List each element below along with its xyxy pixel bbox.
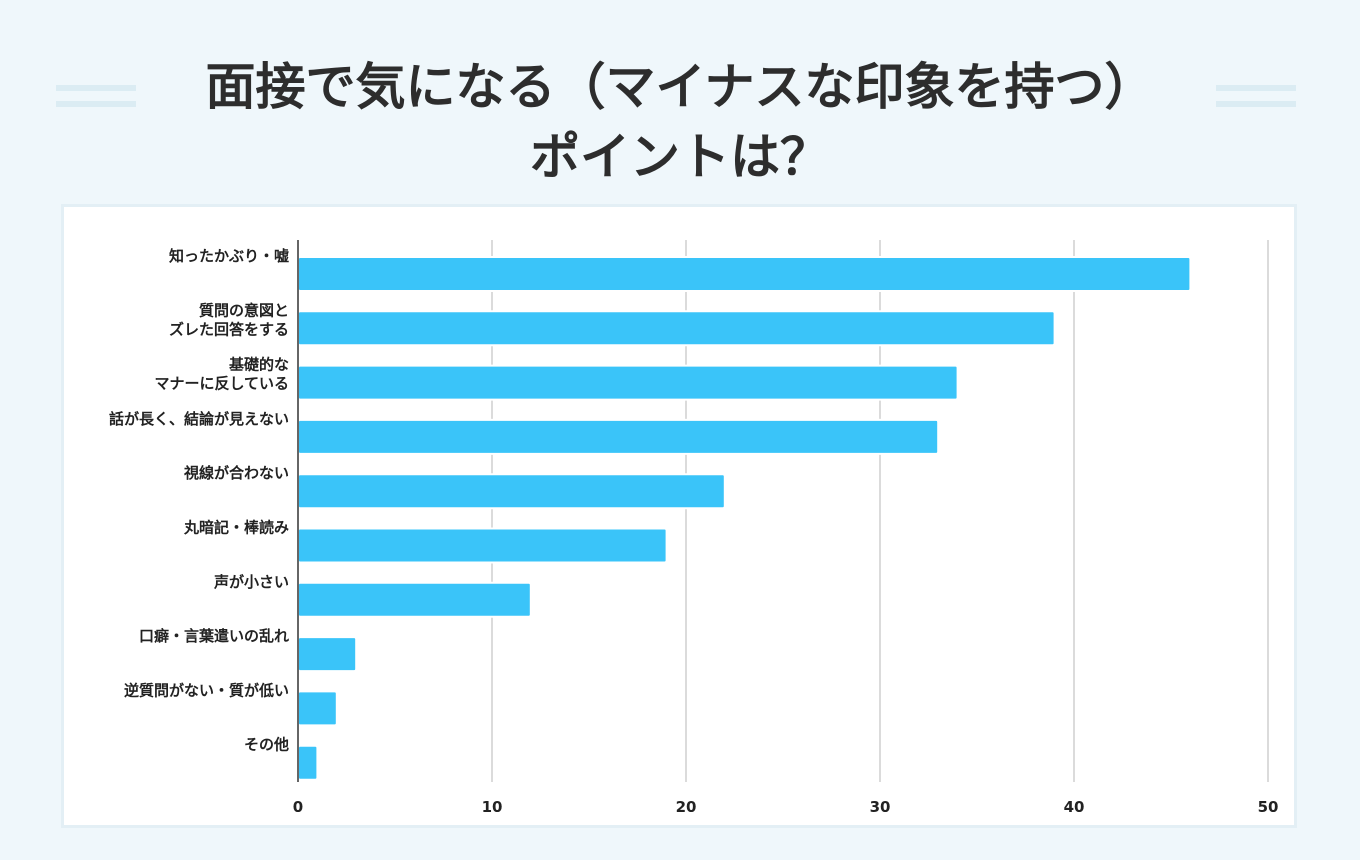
category-label-7: 声が小さい bbox=[213, 573, 289, 591]
x-tick-label-40: 40 bbox=[1064, 798, 1085, 816]
decor-line-right-2 bbox=[1216, 101, 1296, 107]
category-label-3: 基礎的なマナーに反している bbox=[154, 356, 289, 393]
category-label-1-line-1: 知ったかぶり・嘘 bbox=[169, 247, 289, 265]
bar-chart: 知ったかぶり・嘘質問の意図とズレた回答をする基礎的なマナーに反している話が長く、… bbox=[109, 240, 1279, 816]
category-label-4-line-1: 話が長く、結論が見えない bbox=[109, 410, 289, 428]
category-label-2: 質問の意図とズレた回答をする bbox=[169, 301, 289, 338]
bar-10 bbox=[297, 744, 319, 781]
category-label-6-line-1: 丸暗記・棒読み bbox=[183, 519, 289, 537]
bar-9 bbox=[297, 690, 338, 727]
page-title-line-1: 面接で気になる（マイナスな印象を持つ） bbox=[205, 58, 1155, 116]
bar-6 bbox=[297, 527, 668, 564]
category-label-5-line-1: 視線が合わない bbox=[183, 464, 289, 482]
bar-2 bbox=[297, 310, 1056, 347]
category-label-3-line-1: 基礎的な bbox=[228, 356, 289, 374]
x-tick-label-10: 10 bbox=[482, 798, 503, 816]
bar-5 bbox=[297, 473, 726, 510]
bar-3 bbox=[297, 364, 959, 401]
bar-7 bbox=[297, 581, 532, 618]
x-tick-label-50: 50 bbox=[1258, 798, 1279, 816]
page-title-line-2: ポイントは？ bbox=[530, 128, 830, 186]
category-label-2-line-1: 質問の意図と bbox=[199, 301, 289, 319]
category-label-4: 話が長く、結論が見えない bbox=[109, 410, 289, 428]
category-label-9: 逆質問がない・質が低い bbox=[124, 681, 289, 699]
x-tick-label-20: 20 bbox=[676, 798, 697, 816]
decor-line-right-1 bbox=[1216, 85, 1296, 91]
category-label-1: 知ったかぶり・嘘 bbox=[169, 247, 289, 265]
category-label-8: 口癖・言葉遣いの乱れ bbox=[139, 627, 289, 645]
decor-line-left-1 bbox=[56, 85, 136, 91]
bar-1 bbox=[297, 256, 1192, 292]
x-tick-label-0: 0 bbox=[293, 798, 303, 816]
category-label-3-line-2: マナーに反している bbox=[154, 375, 289, 393]
chart-panel: 知ったかぶり・嘘質問の意図とズレた回答をする基礎的なマナーに反している話が長く、… bbox=[61, 204, 1297, 828]
category-label-10-line-1: その他 bbox=[244, 736, 289, 754]
category-label-6: 丸暗記・棒読み bbox=[183, 519, 289, 537]
category-label-2-line-2: ズレた回答をする bbox=[169, 320, 289, 338]
bar-4 bbox=[297, 418, 940, 455]
category-label-10: その他 bbox=[244, 736, 289, 754]
decor-line-left-2 bbox=[56, 101, 136, 107]
category-label-7-line-1: 声が小さい bbox=[213, 573, 289, 591]
category-label-8-line-1: 口癖・言葉遣いの乱れ bbox=[139, 627, 289, 645]
category-label-5: 視線が合わない bbox=[183, 464, 289, 482]
bar-8 bbox=[297, 636, 358, 673]
category-label-9-line-1: 逆質問がない・質が低い bbox=[124, 681, 289, 699]
x-tick-label-30: 30 bbox=[870, 798, 891, 816]
